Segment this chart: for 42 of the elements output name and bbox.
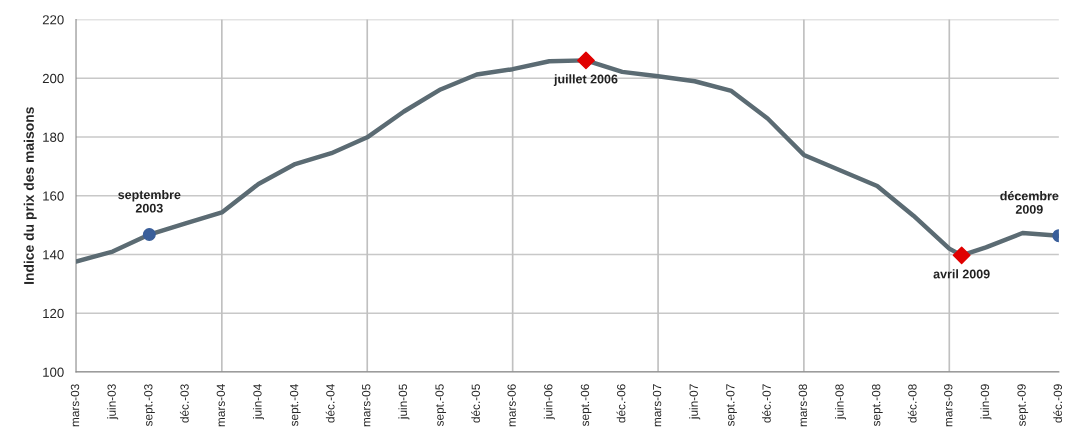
- y-tick-label: 180: [43, 132, 64, 142]
- x-tick-label: mars-08: [798, 384, 808, 427]
- x-tick-label: juin-03: [107, 384, 119, 420]
- x-tick-label: juin-05: [398, 384, 410, 420]
- x-tick-label: déc.-08: [907, 384, 917, 423]
- x-tick-label: déc.-05: [471, 384, 480, 423]
- x-tick-label: sept.-09: [1017, 384, 1029, 427]
- x-tick-label: sept.-08: [871, 384, 883, 427]
- x-tick-label: mars-03: [70, 384, 80, 427]
- x-tick-label: mars-05: [362, 384, 371, 427]
- x-tick-label: déc.-06: [616, 384, 626, 423]
- x-tick-label: juin-06: [543, 384, 555, 420]
- x-tick-label: juin-04: [252, 384, 264, 420]
- y-tick-label: 120: [43, 308, 64, 319]
- annotation: décembre 2009: [1000, 191, 1059, 214]
- x-tick-label: mars-07: [652, 384, 662, 427]
- x-tick-label: sept.-06: [580, 384, 592, 427]
- x-tick-label: sept.-03: [144, 384, 155, 427]
- y-tick-label: 100: [43, 367, 64, 377]
- y-axis-title: Indice du prix des maisons: [23, 107, 37, 284]
- point: [577, 51, 595, 70]
- annotation: septembre 2003: [118, 189, 181, 213]
- x-tick-label: mars-06: [507, 384, 516, 427]
- x-tick-label: juin-09: [980, 384, 992, 420]
- x-tick-label: juin-08: [835, 384, 847, 420]
- x-tick-label: mars-04: [216, 384, 225, 427]
- y-tick-label: 200: [42, 73, 64, 84]
- x-tick-label: sept.-07: [726, 384, 737, 427]
- y-tick-label: 160: [43, 191, 64, 201]
- y-tick-label: 220: [42, 15, 64, 25]
- x-tick-label: déc.-03: [179, 384, 189, 423]
- x-tick-label: déc.-04: [325, 384, 335, 423]
- x-tick-label: sept.-04: [289, 384, 301, 427]
- point: [952, 246, 971, 265]
- x-tick-label: sept.-05: [435, 384, 447, 427]
- annotation: juillet 2006: [553, 74, 618, 86]
- x-tick-label: juin-07: [689, 384, 701, 420]
- x-tick-label: déc.-09: [1053, 384, 1063, 423]
- x-tick-label: déc.-07: [761, 384, 771, 423]
- x-tick-label: mars-09: [944, 384, 953, 427]
- annotation: avril 2009: [933, 269, 990, 279]
- y-tick-label: 140: [43, 250, 64, 260]
